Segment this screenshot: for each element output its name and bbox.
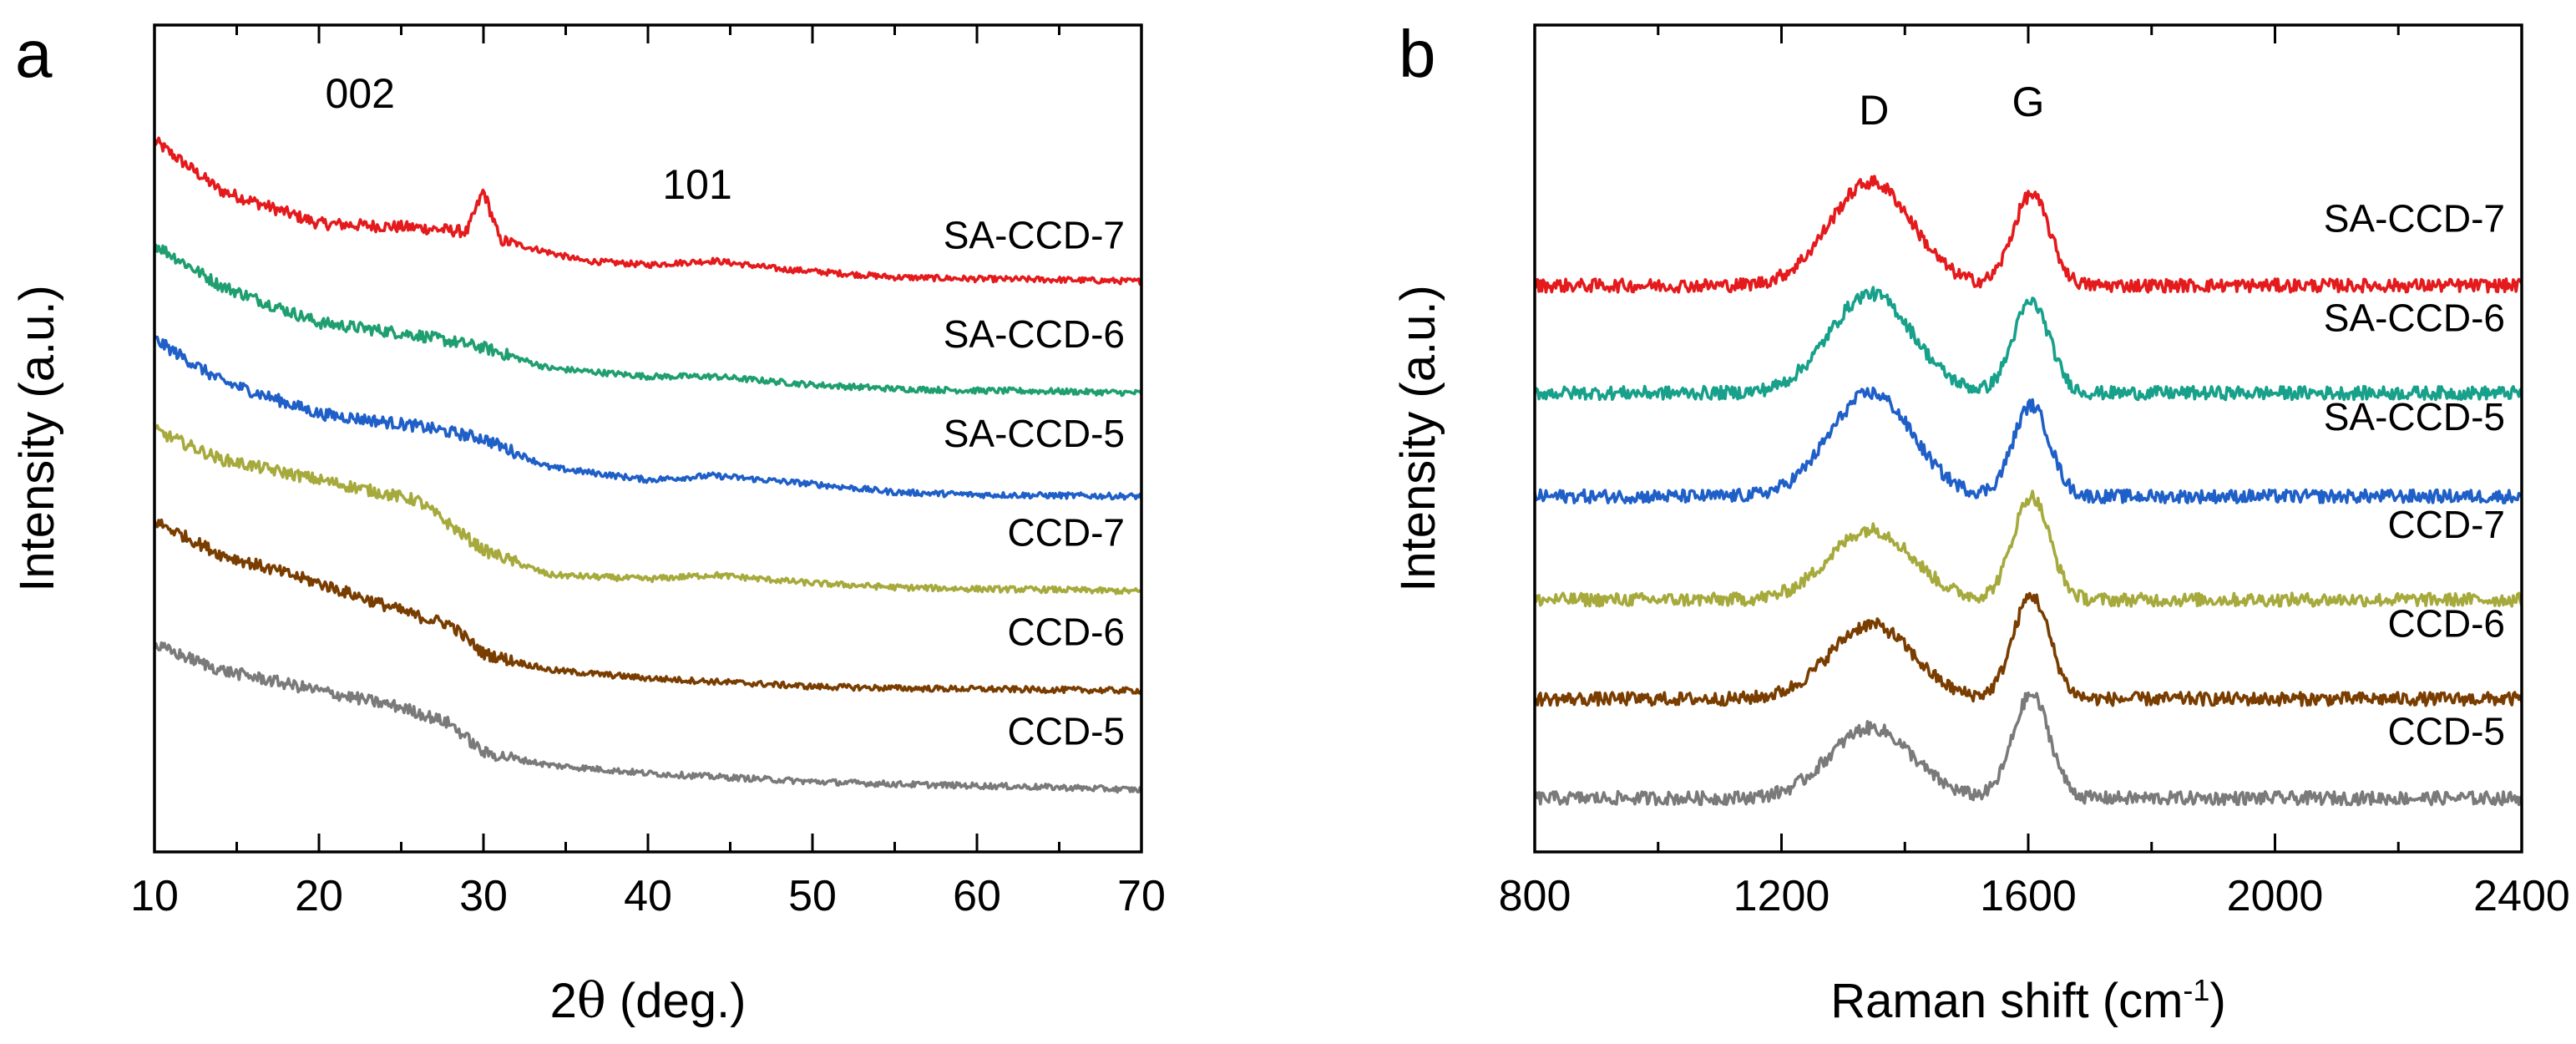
- x-tick-label: 2000: [2227, 872, 2324, 920]
- panel-a-series-labels: SA-CCD-7 SA-CCD-6 SA-CCD-5 CCD-7 CCD-6 CCD-5: [944, 213, 1125, 753]
- peak-annotation-002: 002: [326, 70, 395, 117]
- panel-a-annotations: 002 101: [326, 70, 732, 208]
- x-tick-label: 800: [1499, 872, 1571, 920]
- panel-a-x-axis: 10 20 30 40 50 60 70: [130, 25, 1166, 920]
- panel-b-x-axis-title: Raman shift (cm-1): [1830, 973, 2226, 1029]
- series-line-sa-ccd-7: [153, 136, 1142, 286]
- panel-b-x-axis: 800 1200 1600 2000 2400: [1499, 25, 2570, 920]
- series-line-ccd-5: [1533, 691, 2523, 807]
- panel-b-letter: b: [1399, 17, 1436, 91]
- x-tick-label: 10: [130, 872, 179, 920]
- panel-a-series-group: [153, 136, 1143, 794]
- x-tick-label: 50: [788, 872, 837, 920]
- panel-a-letter: a: [15, 17, 53, 91]
- series-line-sa-ccd-5: [153, 334, 1143, 501]
- x-tick-label: 30: [459, 872, 508, 920]
- series-line-sa-ccd-5: [1533, 386, 2523, 504]
- series-line-ccd-7: [1533, 489, 2523, 608]
- x-tick-label: 2400: [2473, 872, 2570, 920]
- series-line-ccd-6: [153, 518, 1143, 695]
- series-label-sa-ccd-6: SA-CCD-6: [2324, 296, 2505, 339]
- series-line-ccd-5: [153, 641, 1143, 794]
- peak-annotation-d: D: [1859, 87, 1889, 134]
- series-label-ccd-6: CCD-6: [1007, 611, 1125, 654]
- peak-annotation-101: 101: [662, 161, 731, 208]
- panel-b-y-axis-title: Intensity (a.u.): [1391, 285, 1445, 591]
- series-line-ccd-7: [153, 423, 1142, 595]
- panel-a-xrd-chart: a 10 20 30 40 50 60 70 002 101 SA-CCD-7 SA-CCD-6…: [10, 17, 1166, 1029]
- series-label-sa-ccd-7: SA-CCD-7: [2324, 197, 2505, 241]
- series-label-ccd-5: CCD-5: [2387, 709, 2505, 753]
- x-tick-label: 40: [624, 872, 672, 920]
- series-label-sa-ccd-7: SA-CCD-7: [944, 213, 1125, 256]
- series-line-ccd-6: [1533, 591, 2523, 707]
- x-tick-label: 60: [953, 872, 1001, 920]
- peak-annotation-g: G: [2012, 79, 2045, 125]
- series-label-sa-ccd-5: SA-CCD-5: [2324, 395, 2505, 438]
- series-line-sa-ccd-6: [1533, 286, 2523, 402]
- series-label-sa-ccd-6: SA-CCD-6: [944, 312, 1125, 356]
- panel-b-series-group: [1533, 175, 2523, 807]
- series-line-sa-ccd-7: [1533, 175, 2523, 294]
- panel-a-x-axis-title: 2θ (deg.): [550, 972, 746, 1029]
- series-line-sa-ccd-6: [154, 243, 1143, 398]
- series-label-sa-ccd-5: SA-CCD-5: [944, 412, 1125, 455]
- x-tick-label: 1600: [1980, 872, 2077, 920]
- x-tick-label: 1200: [1733, 872, 1830, 920]
- x-tick-label: 20: [295, 872, 343, 920]
- series-label-ccd-6: CCD-6: [2387, 602, 2505, 646]
- series-label-ccd-7: CCD-7: [1007, 511, 1125, 555]
- panel-a-y-axis-title: Intensity (a.u.): [10, 285, 64, 591]
- x-tick-label: 70: [1117, 872, 1166, 920]
- series-label-ccd-7: CCD-7: [2387, 503, 2505, 546]
- panel-b-series-labels: SA-CCD-7 SA-CCD-6 SA-CCD-5 CCD-7 CCD-6 CCD-5: [2324, 197, 2505, 753]
- series-label-ccd-5: CCD-5: [1007, 709, 1125, 753]
